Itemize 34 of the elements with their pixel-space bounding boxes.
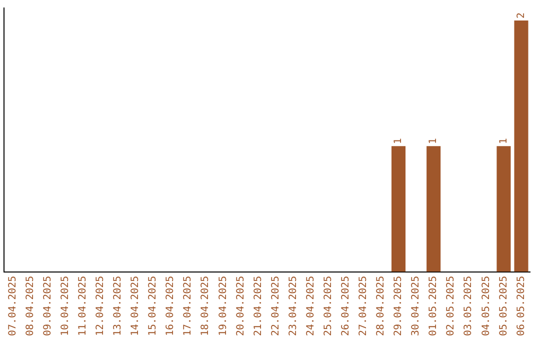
x-tick-label: 11.04.2025 — [77, 276, 88, 336]
x-tick-label: 23.04.2025 — [288, 276, 299, 336]
x-tick-label: 29.04.2025 — [393, 276, 404, 336]
x-tick-label: 25.04.2025 — [322, 276, 334, 336]
x-tick-label: 13.04.2025 — [112, 276, 124, 336]
x-tick-label: 07.04.2025 — [7, 276, 18, 336]
x-tick-label: 08.04.2025 — [24, 276, 36, 336]
data-label: 1 — [393, 138, 404, 144]
x-tick-label: 28.04.2025 — [376, 276, 387, 336]
x-tick-label: 16.04.2025 — [165, 276, 176, 336]
x-tick-label: 21.04.2025 — [252, 276, 264, 336]
x-tick-label: 01.05.2025 — [428, 276, 440, 336]
x-tick-label: 26.04.2025 — [340, 276, 352, 336]
x-tick-label: 09.04.2025 — [42, 276, 54, 336]
x-tick-label: 30.04.2025 — [410, 276, 422, 336]
x-tick-label: 15.04.2025 — [148, 276, 159, 336]
x-tick-label: 02.05.2025 — [446, 276, 457, 336]
x-tick-label: 18.04.2025 — [200, 276, 212, 336]
x-tick-label: 17.04.2025 — [182, 276, 194, 336]
x-tick-label: 24.04.2025 — [305, 276, 316, 336]
x-tick-label: 19.04.2025 — [218, 276, 229, 336]
x-tick-label: 04.05.2025 — [480, 276, 492, 336]
x-tick-label: 22.04.2025 — [270, 276, 282, 336]
x-tick-label: 10.04.2025 — [60, 276, 71, 336]
data-label: 1 — [498, 138, 510, 144]
x-tick-label: 03.05.2025 — [463, 276, 474, 336]
x-tick-label: 06.05.2025 — [516, 276, 527, 336]
data-label: 2 — [516, 12, 527, 19]
x-tick-label: 12.04.2025 — [95, 276, 106, 336]
x-tick-label: 20.04.2025 — [235, 276, 246, 336]
x-tick-label: 14.04.2025 — [130, 276, 142, 336]
x-tick-label: 05.05.2025 — [498, 276, 510, 336]
x-tick-label: 27.04.2025 — [358, 276, 370, 336]
data-label: 1 — [428, 138, 440, 144]
